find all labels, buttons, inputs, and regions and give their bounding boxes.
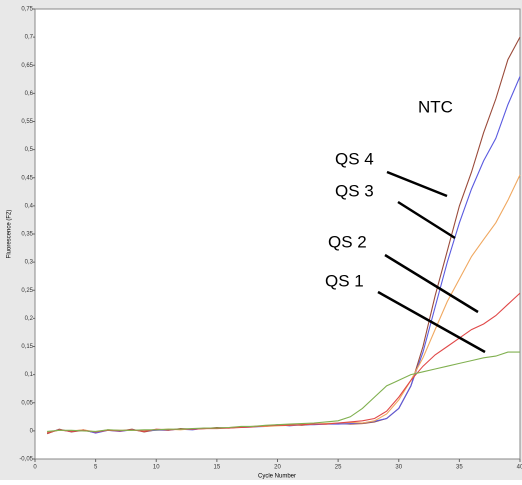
y-tick-label: 0,3 bbox=[25, 260, 34, 266]
y-tick-label: 0 bbox=[30, 428, 34, 434]
x-tick-label: 20 bbox=[274, 465, 281, 471]
y-tick-label: 0,6 bbox=[25, 91, 34, 97]
y-tick-label: 0,15 bbox=[21, 344, 33, 350]
x-tick-label: 30 bbox=[395, 465, 402, 471]
y-tick-label: 0,5 bbox=[25, 147, 34, 153]
y-tick-label: 0,45 bbox=[21, 175, 33, 181]
annotation: QS 4 bbox=[335, 149, 374, 168]
x-tick-label: 25 bbox=[335, 465, 342, 471]
annotation: QS 3 bbox=[335, 181, 374, 200]
annotation: QS 2 bbox=[328, 232, 367, 251]
y-tick-label: 0,4 bbox=[25, 203, 34, 209]
y-tick-label: 0,65 bbox=[21, 63, 33, 69]
annotation: NTC bbox=[418, 97, 453, 116]
y-tick-label: 0,25 bbox=[21, 288, 33, 294]
x-tick-label: 35 bbox=[456, 465, 463, 471]
y-tick-label: 0,35 bbox=[21, 232, 33, 238]
annotation-pointer bbox=[386, 170, 448, 198]
x-tick-label: 15 bbox=[214, 465, 221, 471]
annotation: QS 1 bbox=[325, 271, 364, 290]
y-tick-label: 0,75 bbox=[21, 7, 33, 13]
x-tick-label: 0 bbox=[33, 465, 37, 471]
x-axis-title: Cycle Number bbox=[258, 474, 296, 480]
series-line bbox=[47, 351, 520, 432]
annotation-pointer bbox=[377, 290, 486, 354]
x-tick-label: 5 bbox=[94, 465, 98, 471]
annotation-pointer bbox=[384, 253, 479, 314]
y-axis-title: Fluorescence (F2) bbox=[7, 210, 13, 259]
x-tick-label: 40 bbox=[517, 465, 522, 471]
y-tick-label: 0,2 bbox=[25, 316, 34, 322]
x-tick-label: 10 bbox=[153, 465, 160, 471]
y-tick-label: 0,7 bbox=[25, 35, 34, 41]
y-tick-label: 0,05 bbox=[21, 400, 33, 406]
annotation-pointer bbox=[397, 200, 456, 240]
y-tick-label: 0,55 bbox=[21, 119, 33, 125]
y-tick-label: 0,1 bbox=[25, 372, 34, 378]
y-tick-label: -0,05 bbox=[19, 457, 33, 463]
plot-area bbox=[34, 8, 521, 460]
